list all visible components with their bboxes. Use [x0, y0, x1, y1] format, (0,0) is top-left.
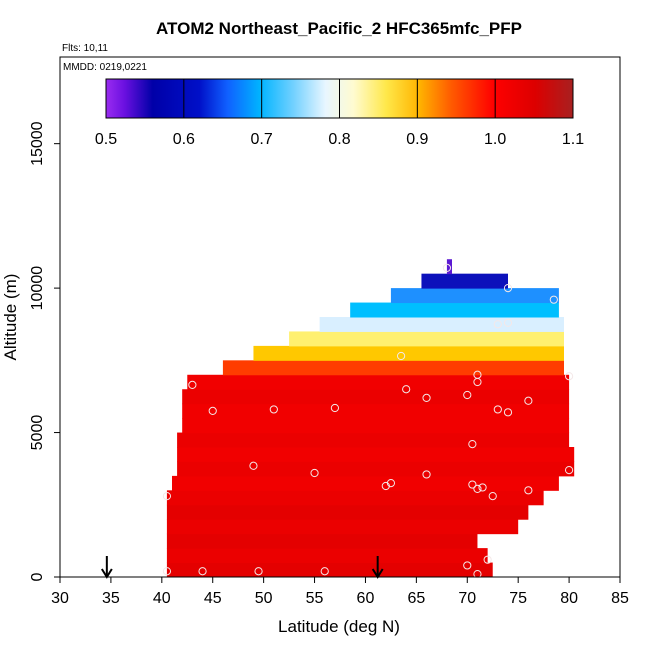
sample-point: [442, 263, 452, 272]
colorbar-tick-label: 0.7: [251, 131, 273, 148]
sample-point: [402, 385, 411, 394]
y-tick-label: 10000: [29, 266, 46, 311]
heatmap-layer: [289, 331, 564, 347]
y-tick-label: 5000: [29, 415, 46, 451]
heatmap-layer: [177, 447, 575, 462]
sample-point: [330, 403, 340, 413]
sample-point: [162, 567, 172, 576]
sample-point: [468, 440, 477, 449]
colorbar: 0.5 0.6 0.7 0.8 0.9 1.0 1.1: [95, 78, 584, 148]
sample-point: [473, 484, 482, 493]
heatmap-layer: [253, 345, 565, 361]
heatmap-layer: [222, 360, 564, 376]
sample-point: [208, 406, 217, 415]
x-axis-label: Latitude (deg N): [278, 617, 400, 636]
sample-point: [468, 480, 477, 489]
heatmap-layer: [421, 273, 508, 289]
colorbar-tick-label: 1.1: [562, 131, 584, 148]
sample-point: [249, 461, 258, 470]
sample-point: [188, 380, 197, 389]
sample-point: [524, 396, 533, 405]
y-axis-label: Altitude (m): [1, 274, 20, 361]
sample-point: [473, 377, 482, 387]
heatmap-layer: [182, 418, 570, 434]
sample-point: [549, 295, 558, 304]
sample-point: [320, 567, 329, 576]
sample-point: [422, 470, 431, 479]
sample-point: [488, 492, 497, 501]
sample-points: [162, 263, 574, 579]
sample-point: [269, 405, 278, 414]
sample-point: [503, 408, 513, 417]
y-tick-label: 0: [29, 572, 46, 581]
x-tick-label: 80: [560, 590, 578, 607]
heatmap-layer: [390, 288, 559, 304]
sample-point: [198, 567, 207, 576]
colorbar-tick-label: 1.0: [484, 131, 506, 148]
colorbar-tick-label: 0.6: [173, 131, 195, 148]
sample-point: [503, 284, 513, 293]
sample-point: [463, 390, 472, 400]
x-tick-label: 45: [204, 590, 222, 607]
sample-point: [483, 555, 492, 564]
heatmap-layers: [166, 259, 575, 577]
sample-point: [478, 483, 487, 492]
x-tick-label: 75: [509, 590, 527, 607]
heatmap-layer: [319, 317, 564, 332]
heatmap-layer: [166, 533, 478, 549]
heatmap-layer: [166, 490, 544, 506]
x-tick-label: 40: [153, 590, 171, 607]
x-tick-label: 50: [255, 590, 273, 607]
x-tick-label: 55: [306, 590, 324, 607]
dates-label: MMDD: 0219,0221: [63, 62, 147, 73]
colorbar-ticks: 0.5 0.6 0.7 0.8 0.9 1.0 1.1: [95, 79, 584, 148]
heatmap-layer: [350, 302, 559, 318]
heatmap-layer: [166, 519, 519, 535]
sample-point: [564, 372, 574, 381]
sample-point: [493, 320, 502, 329]
heatmap-layer: [177, 461, 575, 477]
flights-label: Flts: 10,11: [62, 43, 108, 54]
x-axis: 30 35 40 45 50 55 60 65 70 75 80 85: [51, 577, 629, 607]
x-tick-label: 65: [407, 590, 425, 607]
sample-point: [564, 466, 574, 475]
x-tick-label: 85: [611, 590, 629, 607]
heatmap-layer: [187, 374, 570, 390]
sample-point: [396, 351, 406, 361]
heatmap-layer: [177, 432, 570, 448]
sample-point: [162, 492, 172, 501]
sample-point: [422, 393, 431, 402]
colorbar-tick-label: 0.5: [95, 131, 117, 148]
plot-frame: [59, 56, 621, 578]
sample-point: [254, 567, 263, 576]
sample-point: [386, 479, 396, 488]
sample-point: [503, 318, 513, 327]
x-tick-label: 30: [51, 590, 69, 607]
sample-point: [493, 405, 502, 414]
y-axis: 0 5000 10000 15000: [29, 121, 60, 581]
chart-title: ATOM2 Northeast_Pacific_2 HFC365mfc_PFP: [156, 19, 522, 38]
heatmap-layer: [166, 504, 529, 520]
sample-point: [310, 468, 319, 478]
heatmap-layer: [182, 389, 570, 405]
x-tick-label: 35: [102, 590, 120, 607]
colorbar-tick-label: 0.8: [328, 131, 350, 148]
sample-point: [473, 570, 482, 579]
colorbar-tick-label: 0.9: [406, 131, 428, 148]
x-tick-label: 70: [458, 590, 476, 607]
heatmap-layer: [166, 548, 488, 564]
heatmap-layer: [166, 562, 493, 577]
y-tick-label: 15000: [29, 121, 46, 166]
heatmap-layer: [446, 259, 452, 275]
sample-point: [524, 486, 533, 495]
sample-point: [463, 561, 472, 570]
heatmap-layer: [172, 475, 559, 491]
heatmap-layer: [182, 403, 570, 419]
x-tick-label: 60: [357, 590, 375, 607]
